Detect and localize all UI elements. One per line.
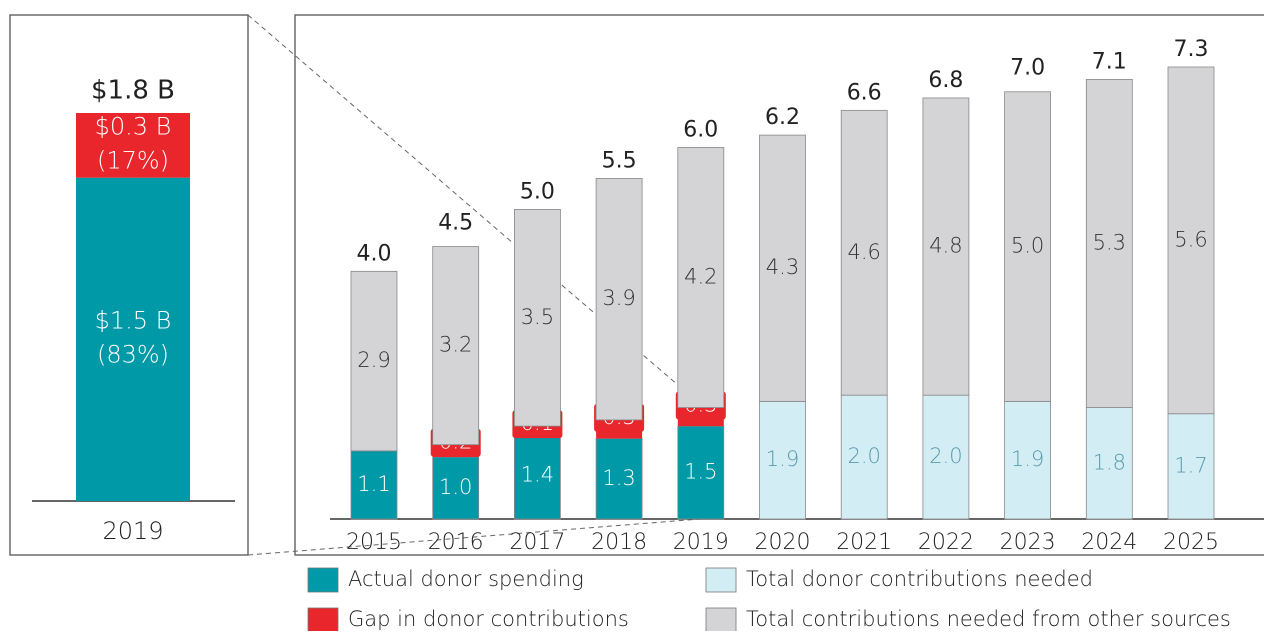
segment-label: 1.9	[766, 447, 799, 471]
total-label: 4.5	[438, 210, 473, 235]
segment-label: 4.3	[766, 255, 799, 279]
bar-segment	[595, 438, 643, 520]
connector	[247, 518, 701, 556]
total-label: 7.3	[1174, 37, 1209, 62]
x-tick-label: 2024	[1081, 530, 1137, 555]
bar-segment	[1004, 91, 1051, 402]
legend-swatch	[307, 567, 339, 593]
segment-label: 4.6	[847, 240, 880, 264]
segment-label: 1.8	[1093, 450, 1126, 474]
segment-label: 2.0	[847, 444, 880, 468]
segment-label: 4.2	[684, 265, 717, 289]
bar-segment	[840, 109, 888, 396]
segment-label: 1.7	[1174, 453, 1207, 477]
segment-label: 4.8	[929, 234, 962, 258]
inset-share: (17%)	[97, 146, 169, 174]
segment-label: 5.6	[1174, 227, 1207, 251]
legend-label: Actual donor spending	[348, 567, 584, 591]
bar-segment	[514, 209, 561, 427]
total-label: 7.0	[1010, 56, 1045, 81]
bar-segment	[350, 450, 398, 520]
segment-label: 2.9	[357, 348, 390, 372]
bar-segment	[1167, 413, 1215, 520]
inset-frame	[9, 14, 249, 556]
total-label: 5.5	[602, 148, 637, 173]
legend-swatch	[705, 567, 737, 593]
segment-label: 5.0	[1011, 234, 1044, 258]
segment-label: 3.5	[521, 305, 554, 329]
segment-label: 1.3	[602, 466, 635, 490]
inset-category: 2019	[102, 517, 163, 545]
x-tick-label: 2017	[509, 530, 565, 555]
inset-total: $1.8 B	[91, 76, 175, 106]
bar-segment	[1085, 407, 1133, 520]
bar-segment	[1167, 66, 1215, 415]
segment-label: 5.3	[1093, 230, 1126, 254]
bar-segment	[759, 400, 806, 520]
x-tick-label: 2021	[836, 530, 892, 555]
x-tick-label: 2022	[918, 530, 974, 555]
segment-label: 1.4	[521, 463, 554, 487]
bar-segment	[432, 456, 480, 520]
bar-segment	[350, 270, 398, 452]
x-tick-label: 2019	[673, 530, 729, 555]
segment-label: 1.5	[684, 460, 717, 484]
bar-segment	[922, 97, 970, 396]
bar-segment	[840, 394, 888, 520]
x-tick-label: 2020	[755, 530, 811, 555]
x-tick-label: 2018	[591, 530, 647, 555]
inset-segment	[76, 113, 190, 178]
bar-segment	[595, 178, 643, 421]
inset-share: (83%)	[97, 340, 169, 368]
total-label: 6.0	[683, 117, 718, 142]
legend-label: Gap in donor contributions	[348, 607, 629, 631]
segment-label: 1.0	[439, 475, 472, 499]
inset-segment	[76, 177, 190, 501]
legend-swatch	[705, 607, 737, 633]
total-label: 7.1	[1092, 49, 1127, 74]
main-frame	[294, 14, 1264, 556]
total-label: 6.8	[928, 68, 963, 93]
legend-label: Total donor contributions needed	[746, 567, 1093, 591]
segment-label: 1.9	[1011, 447, 1044, 471]
bar-segment	[759, 134, 806, 402]
bar-segment	[922, 394, 970, 520]
total-label: 6.6	[847, 80, 882, 105]
total-label: 4.0	[357, 241, 392, 266]
x-tick-label: 2023	[1000, 530, 1056, 555]
segment-label: 3.2	[439, 333, 472, 357]
bar-segment	[432, 246, 480, 446]
segment-label: 3.9	[602, 286, 635, 310]
legend-swatch	[307, 607, 339, 633]
segment-label: 2.0	[929, 444, 962, 468]
x-tick-label: 2015	[346, 530, 402, 555]
segment-label: 1.1	[357, 472, 390, 496]
x-tick-label: 2025	[1163, 530, 1219, 555]
total-label: 5.0	[520, 179, 555, 204]
bar-segment	[677, 425, 725, 520]
legend-label: Total contributions needed from other so…	[746, 607, 1231, 631]
bar-segment	[677, 147, 725, 408]
x-tick-label: 2016	[428, 530, 484, 555]
bar-segment	[1085, 78, 1133, 408]
inset-label: $0.3 B	[95, 112, 172, 140]
inset-label: $1.5 B	[95, 306, 172, 334]
total-label: 6.2	[765, 105, 800, 130]
